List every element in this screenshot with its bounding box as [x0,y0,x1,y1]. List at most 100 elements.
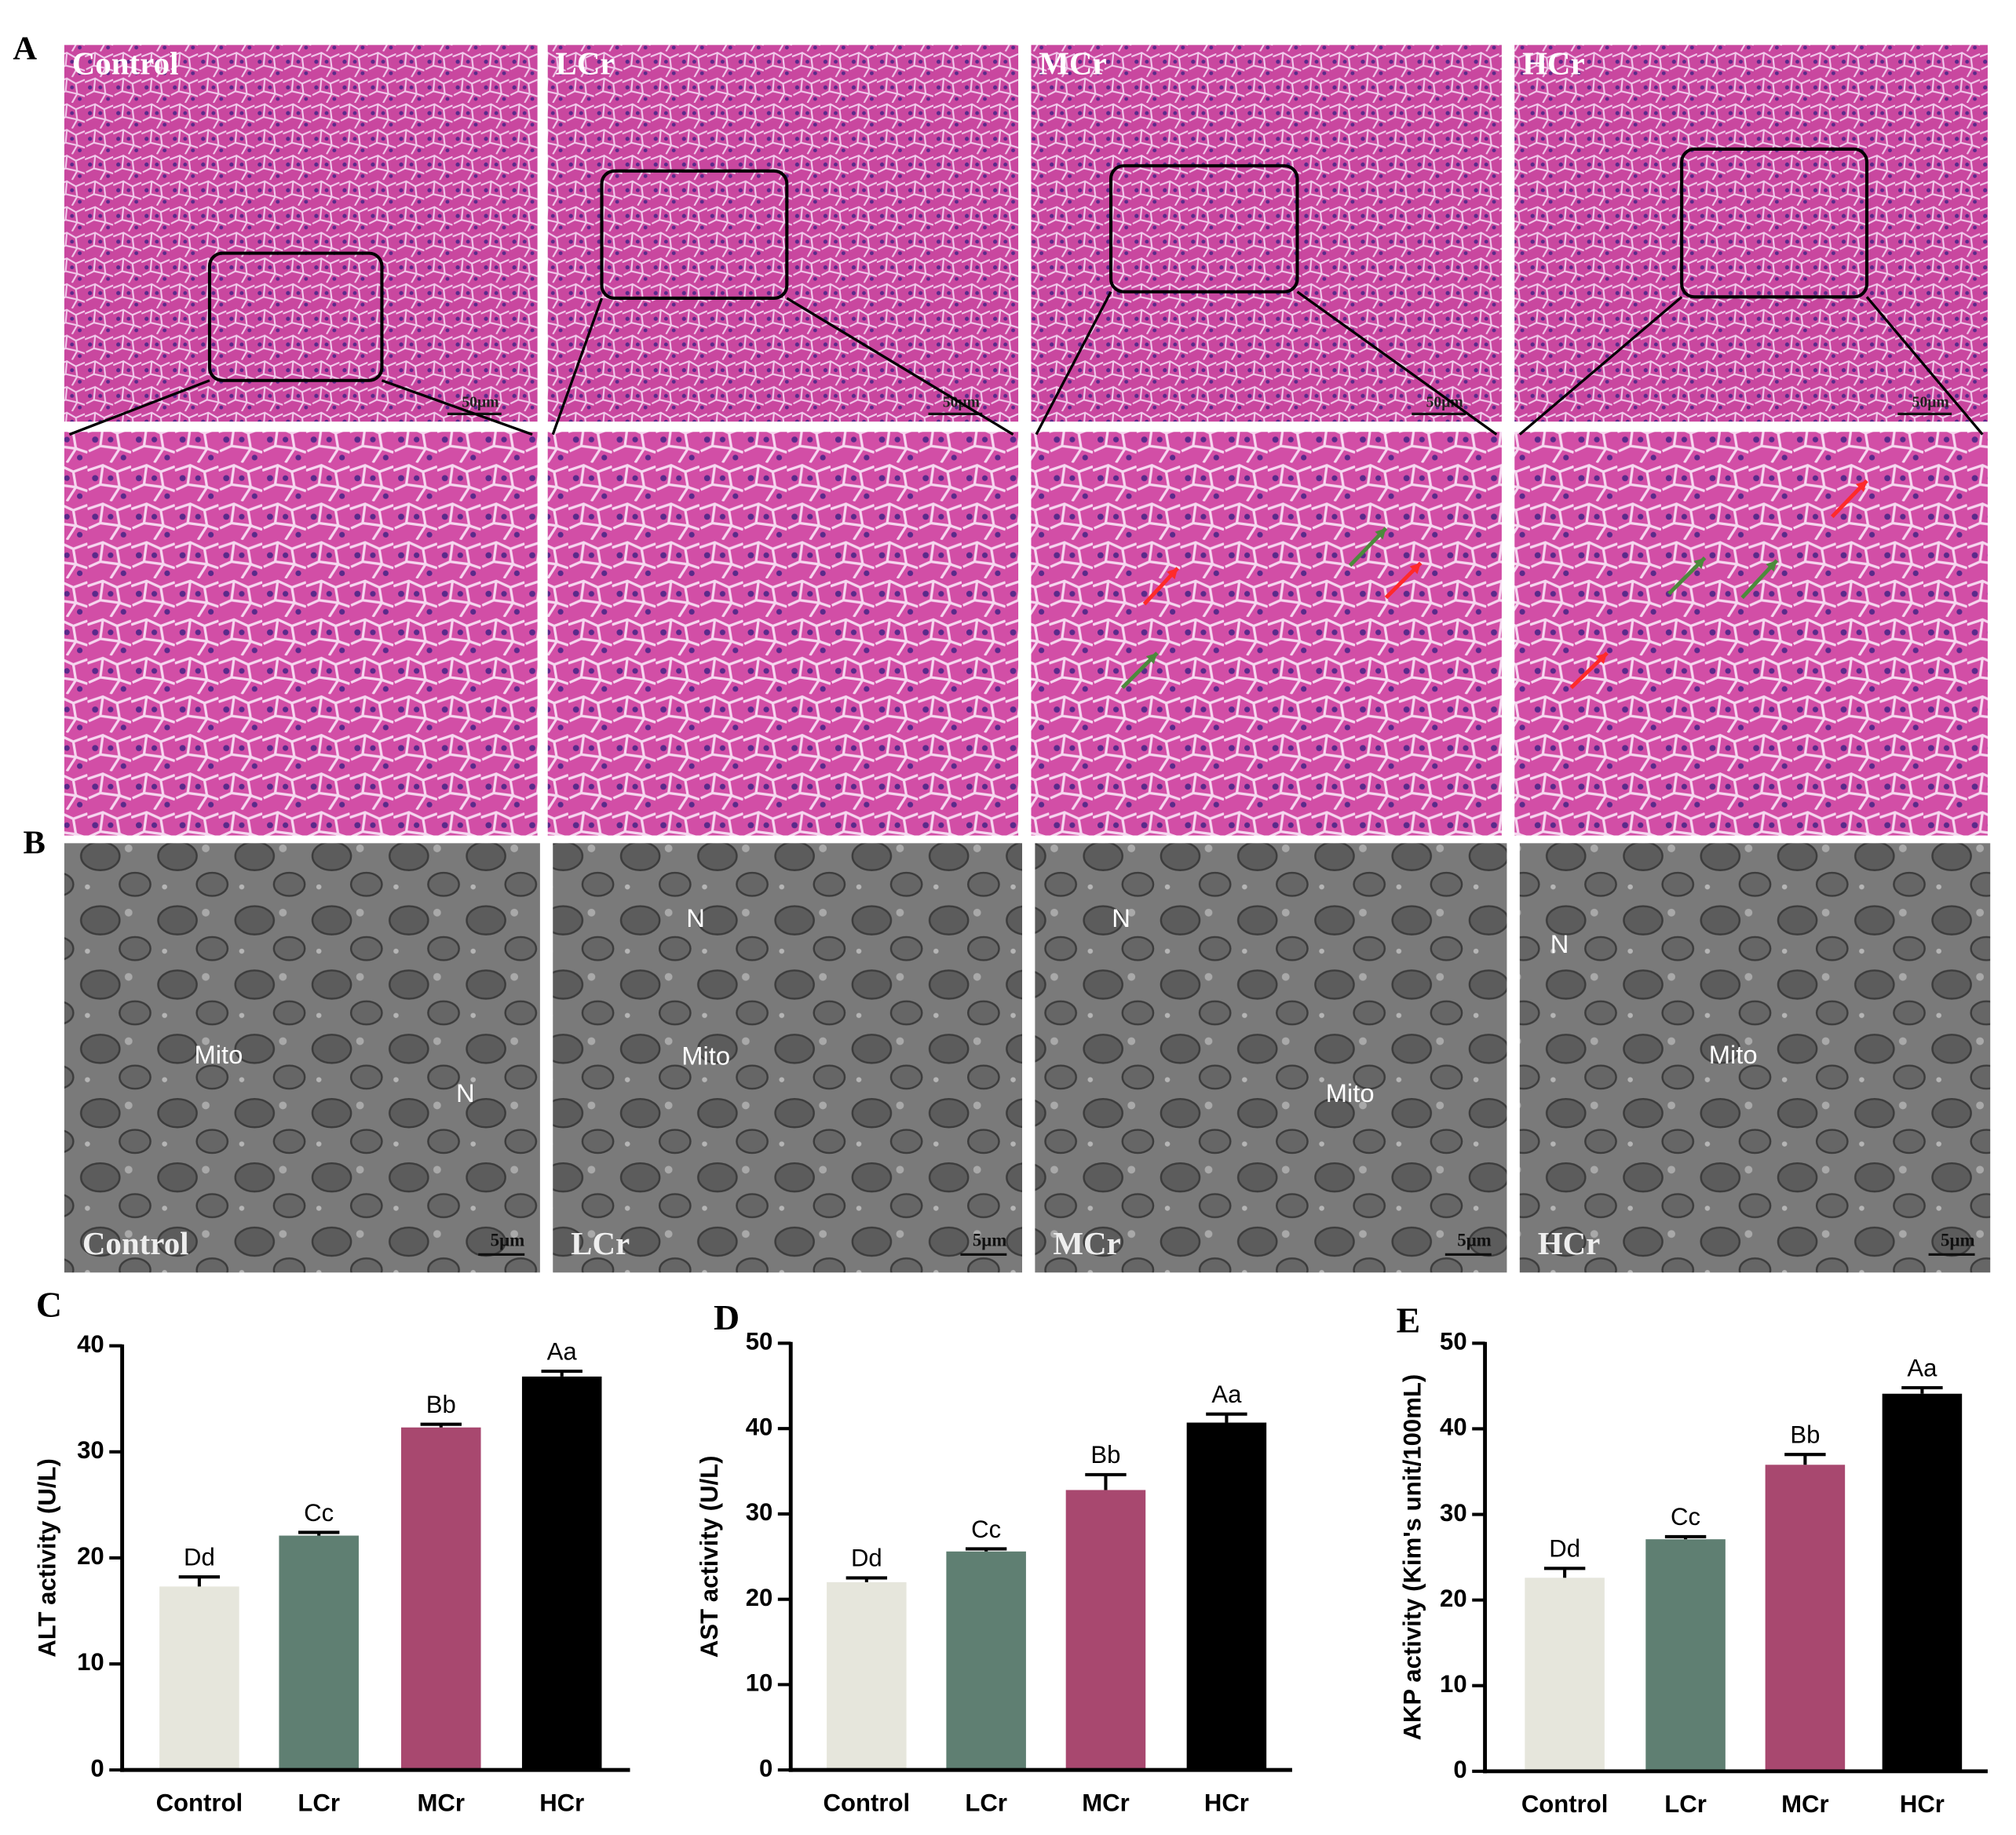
scale-label: 5μm [973,1230,1007,1249]
group-label: LCr [556,46,615,82]
y-tick-label: 0 [1453,1756,1466,1783]
x-tick-label: LCr [965,1789,1007,1817]
y-axis-label: AST activity (U/L) [696,1455,723,1658]
tem-image [64,843,540,1273]
zoom-box [207,251,384,382]
bar-annotation: Bb [426,1391,456,1418]
y-tick-label: 40 [746,1413,773,1440]
bar [279,1535,359,1771]
group-label: HCr [1538,1226,1601,1261]
panel-label: B [24,824,46,861]
tem-label: N [456,1078,475,1107]
scale-label: 5μm [491,1230,525,1249]
bar [159,1586,239,1771]
x-tick-label: HCr [1900,1790,1945,1818]
group-label: Control [72,46,179,82]
panel-label: D [714,1297,740,1337]
bar [521,1376,602,1771]
scale-label: 5μm [1941,1230,1975,1249]
zoom-box [600,169,789,300]
tem-label: Mito [681,1041,730,1070]
zoom-box [1680,147,1869,299]
bar-annotation: Bb [1790,1421,1820,1448]
panel-label: C [36,1285,62,1325]
zoom-box [1108,164,1299,294]
bar-annotation: Dd [851,1545,882,1572]
bar [1882,1393,1963,1771]
bar-annotation: Bb [1090,1441,1120,1468]
tem-label: N [1550,929,1569,958]
bar-annotation: Dd [1549,1535,1580,1563]
tem-image [553,843,1023,1273]
group-label: MCr [1053,1226,1120,1261]
arrow-head [1375,528,1386,540]
group-label: LCr [571,1226,630,1261]
y-tick-label: 50 [1440,1328,1467,1355]
zoom-line [1035,291,1112,436]
y-tick-label: 20 [77,1542,104,1570]
arrow-head [1693,557,1705,569]
zoom-line [1865,296,1984,436]
panel-label: E [1397,1300,1421,1340]
x-tick-label: Control [156,1789,243,1817]
y-tick-label: 0 [759,1754,772,1782]
bar [1186,1422,1267,1771]
zoom-line [1518,296,1683,436]
x-tick-label: LCr [1664,1790,1707,1818]
tem-label: Mito [1709,1040,1758,1069]
charts: C ALT activity (U/L) Dd Control Cc LCr Bb MCr Aa… [33,1285,1988,1818]
bar [1065,1490,1146,1771]
bar [1645,1539,1726,1771]
bar [400,1427,481,1771]
bar-annotation: Cc [1671,1503,1700,1530]
arrow-head [1167,567,1178,580]
histology-zoom-image [64,432,538,836]
bar [946,1551,1026,1771]
y-tick-label: 30 [1440,1499,1467,1527]
panel-label: A [13,30,37,67]
histology-image [64,45,538,422]
zoom-line [786,297,1014,436]
bar [1765,1465,1846,1771]
bar-annotation: Cc [304,1499,334,1527]
y-tick-label: 50 [746,1328,773,1355]
x-tick-label: MCr [418,1789,466,1817]
scale-label: 50μm [462,394,499,411]
bar-annotation: Aa [1907,1354,1937,1381]
bar-annotation: Aa [547,1337,578,1365]
y-tick-label: 10 [1440,1670,1467,1698]
scale-label: 5μm [1457,1230,1492,1249]
y-tick-label: 30 [746,1498,773,1526]
y-tick-label: 20 [746,1584,773,1611]
histology-image [1514,45,1988,422]
group-label: Control [82,1226,189,1261]
image-panels: A B Control 50μm Control 5μm Mito N LCr 50μm LCr 5μ… [13,30,1991,1273]
bar-annotation: Dd [184,1544,215,1571]
histology-image [1031,45,1502,422]
y-tick-label: 20 [1440,1585,1467,1612]
y-tick-label: 0 [90,1754,104,1782]
bar [1525,1578,1605,1771]
bar-annotation: Aa [1211,1381,1242,1408]
histology-zoom-image [1514,432,1988,836]
histology-zoom-image [1031,432,1502,836]
arrow-head [1409,563,1421,575]
zoom-line [551,297,604,436]
y-tick-label: 40 [77,1330,104,1358]
x-tick-label: LCr [298,1789,340,1817]
y-axis-label: ALT activity (U/L) [33,1458,60,1658]
scale-label: 50μm [1426,394,1464,411]
y-tick-label: 30 [77,1436,104,1464]
tem-label: Mito [195,1040,243,1069]
bar [827,1581,907,1771]
y-axis-label: AKP activity (Kim's unit/100mL) [1399,1374,1426,1741]
scale-label: 50μm [1912,394,1950,411]
group-label: HCr [1522,46,1585,82]
tem-image [1035,843,1507,1273]
arrow-head [1766,560,1777,572]
tem-image [1519,843,1991,1273]
tem-label: N [686,903,705,932]
arrow-head [1595,652,1608,665]
x-tick-label: Control [1521,1790,1609,1818]
